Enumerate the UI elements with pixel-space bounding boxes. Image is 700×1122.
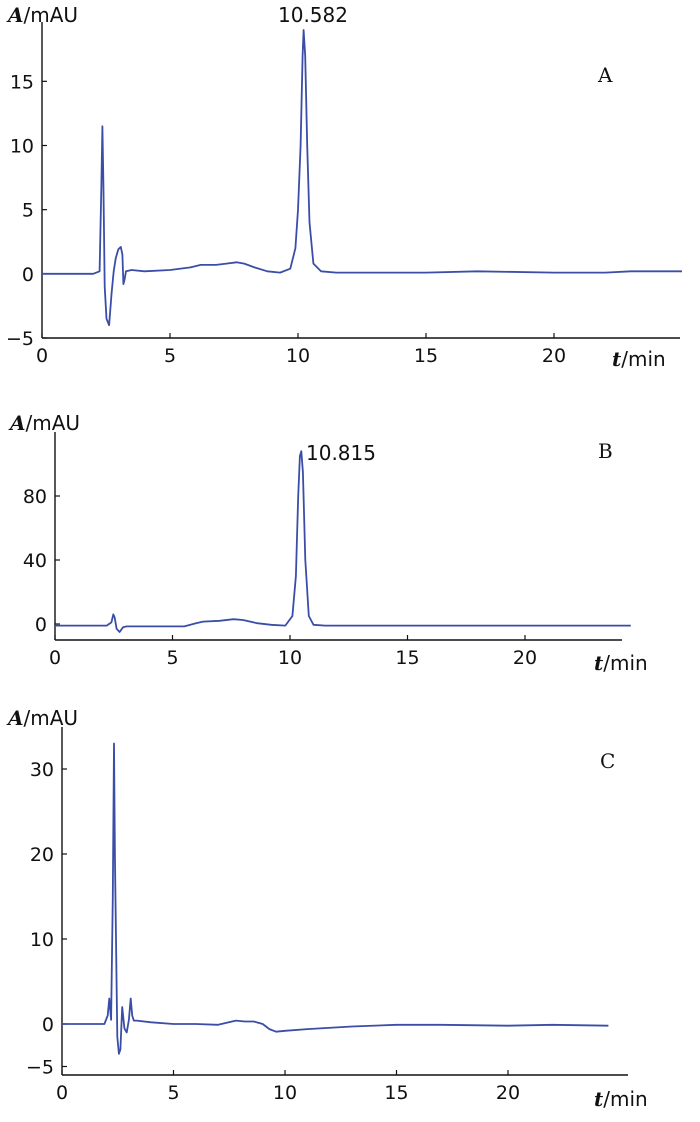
x-axis-label: t/min (612, 347, 666, 371)
x-tick-label: 15 (395, 647, 419, 669)
y-tick-label: 40 (23, 550, 47, 572)
y-tick-label: −5 (6, 328, 34, 350)
x-tick-label: 5 (167, 1082, 179, 1104)
chromatogram-trace (42, 29, 682, 327)
y-tick-label: 10 (30, 929, 54, 951)
x-axis-label: t/min (594, 651, 648, 675)
y-tick-label: 15 (10, 71, 34, 93)
x-tick-label: 5 (166, 647, 178, 669)
peak-retention-label: 10.815 (306, 441, 376, 465)
y-tick-label: 20 (30, 844, 54, 866)
x-tick-label: 0 (36, 345, 48, 367)
y-tick-label: 0 (42, 1014, 54, 1036)
x-tick-label: 5 (164, 345, 176, 367)
x-tick-label: 20 (496, 1082, 520, 1104)
y-tick-label: 5 (22, 200, 34, 222)
x-axis-label: t/min (594, 1087, 648, 1111)
panel-label: C (600, 749, 615, 773)
y-axis-label: A/mAU (6, 3, 78, 27)
y-axis-label: A/mAU (8, 411, 80, 435)
y-tick-label: 30 (30, 759, 54, 781)
chromatogram-trace (62, 742, 609, 1055)
x-tick-label: 10 (286, 345, 310, 367)
chart-panel-b: 0 5 10 15 20 0 40 80 A/mAU t/min B 10.815 (8, 411, 648, 675)
y-tick-label: 0 (35, 614, 47, 636)
y-tick-label: −5 (26, 1057, 54, 1079)
y-tick-label: 0 (22, 264, 34, 286)
panel-label: B (598, 439, 613, 463)
x-tick-label: 0 (56, 1082, 68, 1104)
x-tick-label: 15 (384, 1082, 408, 1104)
x-tick-label: 10 (273, 1082, 297, 1104)
x-tick-label: 10 (278, 647, 302, 669)
panel-label: A (597, 63, 613, 87)
y-axis-label: A/mAU (6, 706, 78, 730)
x-tick-label: 20 (513, 647, 537, 669)
x-tick-label: 15 (414, 345, 438, 367)
y-tick-label: 80 (23, 486, 47, 508)
y-tick-label: 10 (10, 136, 34, 158)
chromatogram-trace (55, 450, 631, 633)
peak-retention-label: 10.582 (278, 3, 348, 27)
x-tick-label: 20 (542, 345, 566, 367)
x-tick-label: 0 (49, 647, 61, 669)
